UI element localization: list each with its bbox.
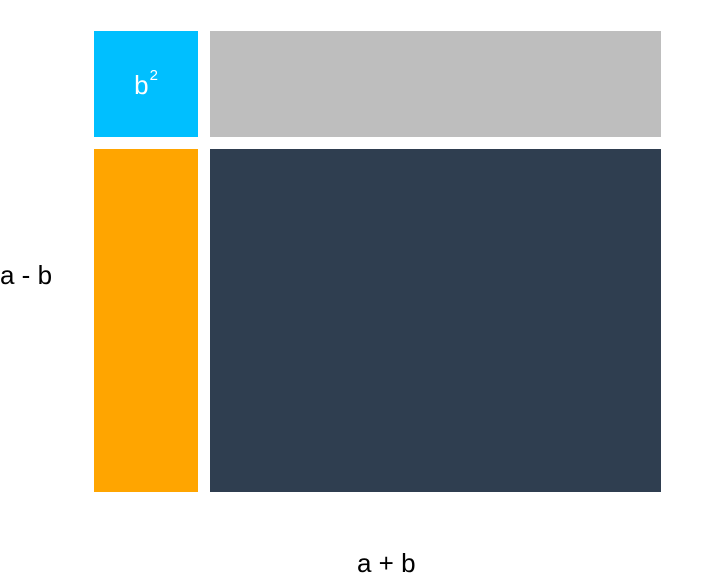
top-right-block: [210, 31, 661, 137]
left-block: [94, 149, 198, 492]
bottom-label: a + b: [357, 548, 416, 578]
b-squared-base: b: [134, 70, 149, 100]
b-squared-block: b2: [94, 31, 198, 137]
side-label: a - b: [0, 260, 53, 290]
b-squared-exponent: 2: [149, 67, 158, 84]
b-squared-label: b2: [134, 68, 158, 100]
main-block: [210, 149, 661, 492]
